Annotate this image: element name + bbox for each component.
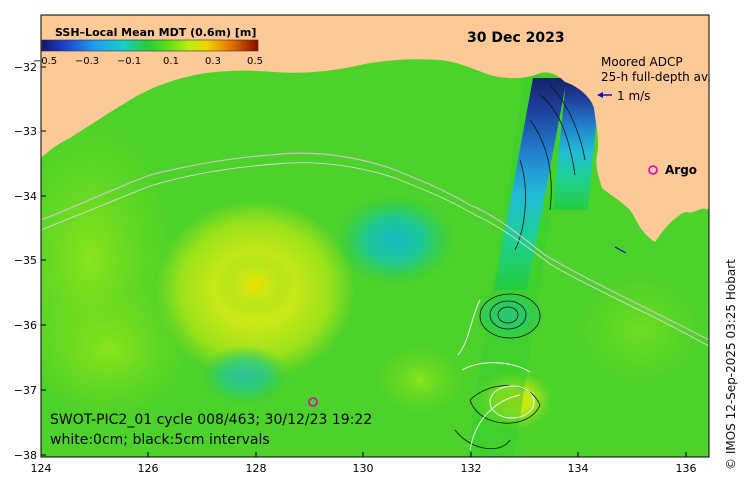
adcp-scale-arrowhead: [597, 92, 603, 98]
axis-ticks: [41, 66, 687, 457]
ssh-anomaly-peak: [215, 250, 295, 320]
longitude-tick-label: 132: [461, 462, 482, 475]
white-contours: [457, 299, 535, 451]
colorbar-tick-label: −0.5: [33, 56, 57, 67]
latitude-tick-label: −34: [14, 190, 37, 203]
ssh-anomaly-southwest: [41, 280, 195, 420]
colorbar-bar: [41, 39, 259, 52]
colorbar-tick-label: 0.3: [205, 56, 221, 67]
plot-frame: [40, 14, 710, 458]
argo-legend-label: Argo: [665, 163, 697, 177]
adcp-scale-label: 1 m/s: [617, 89, 650, 103]
latitude-tick-label: −32: [14, 61, 37, 74]
swot-swath-east: [553, 80, 600, 210]
adcp-arrows: [597, 92, 627, 254]
colorbar-tick-label: 0.1: [163, 56, 179, 67]
map-date-title: 30 Dec 2023: [467, 30, 565, 46]
ssh-anomaly-low: [335, 195, 455, 285]
adcp-mooring-arrow[interactable]: [614, 246, 627, 254]
latitude-tick-label: −38: [14, 449, 37, 462]
latitude-tick-label: −35: [14, 254, 37, 267]
ssh-anomaly-low-south: [200, 345, 290, 405]
colorbar-tick-label: −0.3: [75, 56, 99, 67]
longitude-tick-label: 124: [31, 462, 52, 475]
swot-swath-west: [494, 78, 567, 290]
swot-pass-annotation: SWOT-PIC2_01 cycle 008/463; 30/12/23 19:…: [50, 412, 372, 428]
latitude-labels: −32 −33 −34 −35 −36 −37 −38: [14, 61, 37, 462]
argo-floats: [308, 165, 658, 407]
australia-land: [41, 15, 709, 242]
credit-label: © IMOS 12-Sep-2025 03:25 Hobart: [724, 259, 738, 470]
longitude-tick-label: 126: [138, 462, 159, 475]
black-contours: [454, 84, 586, 449]
colorbar-tick-label: −0.1: [117, 56, 141, 67]
longitude-tick-label: 136: [676, 462, 697, 475]
longitude-tick-label: 128: [246, 462, 267, 475]
shelf-break-isobath: [41, 152, 709, 341]
latitude-tick-label: −36: [14, 319, 37, 332]
ssh-anomaly-east: [570, 270, 709, 390]
colorbar-title: SSH–Local Mean MDT (0.6m) [m]: [55, 26, 256, 39]
longitude-tick-label: 134: [568, 462, 589, 475]
map-plot-area: [41, 15, 709, 457]
latitude-tick-label: −37: [14, 384, 37, 397]
adcp-legend-line1: Moored ADCP: [601, 55, 683, 69]
adcp-legend-line2: 25-h full-depth av.: [601, 70, 711, 84]
longitude-labels: 124 126 128 130 132 134 136: [31, 462, 697, 475]
ssh-anomaly-southcentral: [375, 345, 465, 415]
colorbar: SSH–Local Mean MDT (0.6m) [m] −0.5 −0.3 −0…: [33, 26, 263, 67]
longitude-tick-label: 130: [353, 462, 374, 475]
argo-legend-marker: [648, 165, 658, 175]
latitude-tick-label: −33: [14, 125, 37, 138]
shelf-isobath-inner: [41, 162, 709, 347]
colorbar-tick-label: 0.5: [247, 56, 263, 67]
contour-legend-annotation: white:0cm; black:5cm intervals: [50, 432, 270, 448]
argo-float[interactable]: [308, 397, 318, 407]
